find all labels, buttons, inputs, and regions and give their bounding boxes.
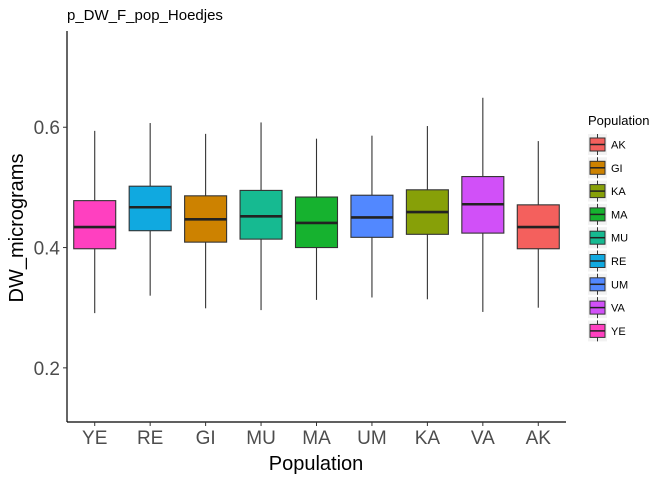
- legend-item-mu: MU: [588, 227, 628, 249]
- plot-area: 0.2 0.4 0.6 YE RE GI MU MA UM KA VA AK: [34, 31, 566, 449]
- x-tick-label: VA: [471, 428, 495, 449]
- legend: Population AK GI KA MA MU RE UM VA YE: [588, 113, 649, 342]
- chart-title: p_DW_F_pop_Hoedjes: [67, 7, 223, 24]
- legend-label: MU: [611, 233, 628, 245]
- x-tick-label: AK: [526, 428, 552, 449]
- x-axis-title: Population: [269, 453, 364, 475]
- y-tick-label: 0.2: [34, 359, 60, 380]
- box-ak: [516, 141, 560, 308]
- legend-item-re: RE: [588, 250, 626, 272]
- box-ka: [405, 126, 449, 300]
- x-tick-label: UM: [357, 428, 387, 449]
- box-ma: [294, 138, 339, 300]
- legend-label: KA: [611, 186, 626, 198]
- legend-label: GI: [611, 163, 623, 175]
- legend-item-ma: MA: [588, 203, 628, 225]
- box-ye: [73, 130, 117, 314]
- box-um: [350, 135, 394, 298]
- legend-item-ak: AK: [588, 134, 626, 155]
- legend-item-ka: KA: [588, 180, 626, 202]
- x-tick-label: MA: [302, 428, 331, 449]
- legend-title: Population: [588, 113, 649, 128]
- box-body: [239, 189, 283, 240]
- x-tick-label: YE: [82, 428, 107, 449]
- legend-item-gi: GI: [588, 157, 623, 179]
- x-tick-label: RE: [137, 428, 163, 449]
- box-body: [73, 200, 117, 250]
- box-mu: [239, 122, 283, 311]
- x-tick-label: KA: [415, 428, 441, 449]
- legend-item-va: VA: [588, 297, 626, 319]
- x-tick-label: GI: [196, 428, 216, 449]
- legend-item-ye: YE: [588, 320, 626, 342]
- legend-label: YE: [611, 326, 626, 338]
- y-tick-label: 0.6: [34, 118, 60, 139]
- legend-item-um: UM: [588, 273, 628, 295]
- box-re: [128, 123, 172, 296]
- legend-label: MA: [611, 209, 628, 221]
- y-axis-title: DW_micrograms: [6, 154, 28, 303]
- box-va: [461, 97, 505, 312]
- legend-label: AK: [611, 140, 626, 152]
- y-tick-label: 0.4: [34, 239, 61, 260]
- x-tick-label: MU: [246, 428, 276, 449]
- box-gi: [184, 133, 228, 309]
- legend-label: VA: [611, 303, 626, 315]
- legend-label: RE: [611, 256, 626, 268]
- legend-label: UM: [611, 279, 628, 291]
